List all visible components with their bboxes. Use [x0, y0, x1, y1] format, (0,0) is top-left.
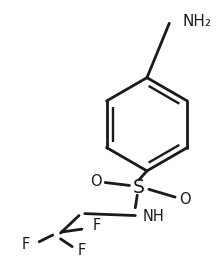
Text: F: F — [22, 237, 30, 252]
Text: O: O — [179, 191, 191, 207]
Text: NH₂: NH₂ — [183, 14, 212, 29]
Text: F: F — [78, 243, 86, 258]
Text: F: F — [93, 218, 101, 233]
Text: O: O — [90, 174, 101, 189]
Text: NH: NH — [143, 209, 165, 224]
Text: S: S — [133, 178, 145, 197]
